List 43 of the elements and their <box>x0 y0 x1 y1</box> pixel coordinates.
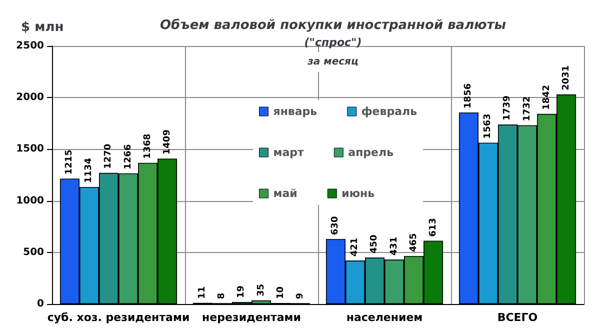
data-label: 431 <box>389 236 400 256</box>
legend-label: июнь <box>342 187 375 200</box>
data-label: 1266 <box>123 144 134 170</box>
data-label: 630 <box>330 216 341 235</box>
data-label: 421 <box>350 238 360 257</box>
data-label: 1409 <box>162 130 172 155</box>
x-tick-label: населением <box>346 311 423 324</box>
data-label: 1134 <box>84 158 94 183</box>
legend-label: февраль <box>361 105 418 118</box>
data-label: 1270 <box>104 144 114 169</box>
chart-title: Объем валовой покупки иностранной валюты <box>160 18 506 33</box>
chart-subtitle: ("спрос") за месяц <box>304 36 362 68</box>
y-tick-label: 0 <box>37 298 44 310</box>
x-tick-label: нерезидентами <box>202 311 301 324</box>
data-label: 1563 <box>483 114 494 139</box>
data-label: 11 <box>198 286 208 299</box>
data-label: 450 <box>370 234 380 254</box>
data-label: 613 <box>428 218 438 237</box>
legend-label: март <box>273 146 305 159</box>
data-label: 2031 <box>561 65 572 90</box>
data-label: 1732 <box>522 96 532 122</box>
x-tick-label: суб. хоз. резидентами <box>47 311 190 324</box>
data-label: 1215 <box>64 150 75 175</box>
data-label: 1739 <box>502 95 513 121</box>
data-label: 465 <box>408 233 419 252</box>
data-label: 1842 <box>542 84 552 110</box>
data-label: 35 <box>256 284 266 296</box>
y-axis-title: $ млн <box>21 20 64 35</box>
y-tick-label: 500 <box>23 246 44 258</box>
y-tick-label: 2500 <box>16 40 44 52</box>
data-label: 1856 <box>464 83 474 108</box>
y-tick-label: 1000 <box>16 195 44 206</box>
data-label: 1368 <box>142 134 153 159</box>
data-label: 10 <box>276 286 286 299</box>
legend-label: май <box>273 187 298 200</box>
data-label: 8 <box>217 292 228 300</box>
legend-label: январь <box>273 105 318 118</box>
x-tick-label: ВСЕГО <box>497 311 538 324</box>
y-tick-label: 2000 <box>16 92 44 104</box>
data-label: 9 <box>295 292 306 300</box>
legend-label: апрель <box>348 146 394 159</box>
y-tick-label: 1500 <box>16 144 44 155</box>
data-label: 19 <box>236 286 247 298</box>
